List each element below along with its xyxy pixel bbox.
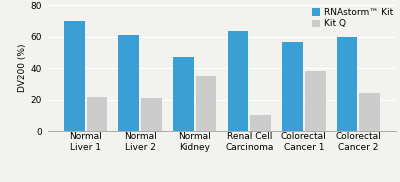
Bar	[173, 57, 194, 131]
Bar	[141, 98, 162, 131]
Bar	[228, 31, 248, 131]
Bar	[250, 115, 271, 131]
Bar	[196, 76, 216, 131]
Bar	[87, 96, 107, 131]
Y-axis label: DV200 (%): DV200 (%)	[18, 44, 28, 92]
Legend: RNAstorm™ Kit, Kit Q: RNAstorm™ Kit, Kit Q	[310, 6, 395, 30]
Bar	[118, 35, 139, 131]
Bar	[305, 71, 326, 131]
Bar	[64, 21, 84, 131]
Bar	[337, 37, 357, 131]
Bar	[360, 93, 380, 131]
Bar	[282, 41, 303, 131]
